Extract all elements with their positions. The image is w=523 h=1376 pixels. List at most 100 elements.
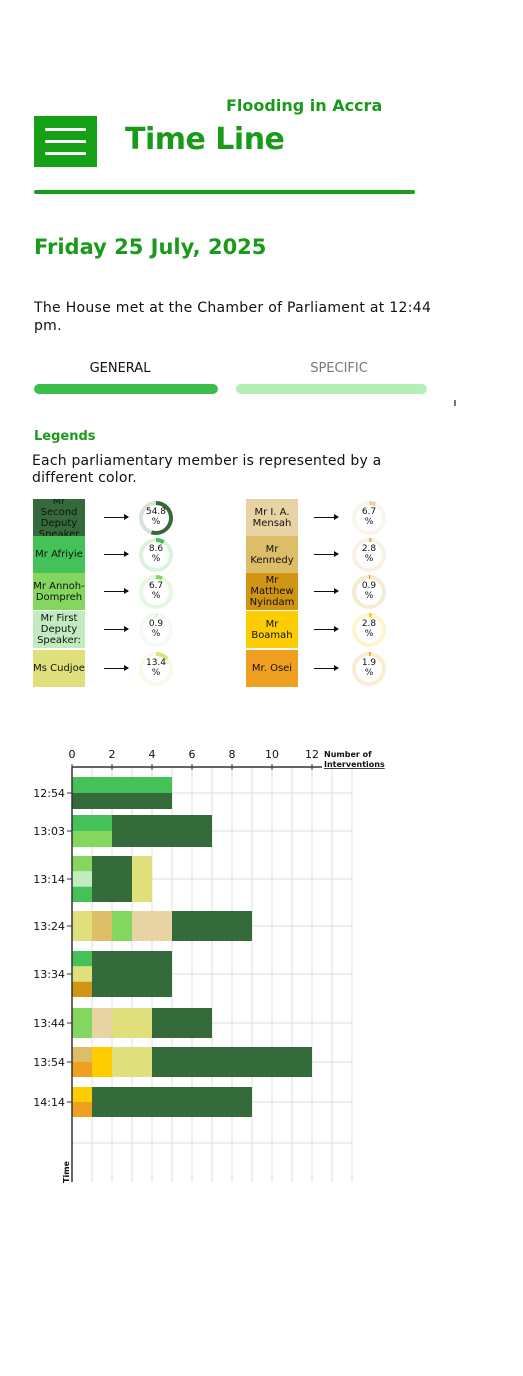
percent-unit: % xyxy=(151,629,161,639)
x-tick-label: 0 xyxy=(69,748,76,761)
share-percent-label: 0.9% xyxy=(136,619,176,639)
share-donut xyxy=(139,652,173,686)
chart-bar-segment xyxy=(72,1047,92,1062)
arrow-right-icon xyxy=(314,551,339,557)
x-tick-label: 10 xyxy=(265,748,279,761)
percent-unit: % xyxy=(364,591,374,601)
arrow-right-icon xyxy=(104,551,129,557)
share-percent-label: 6.7% xyxy=(136,581,176,601)
topic-subtitle: Flooding in Accra xyxy=(226,96,383,115)
share-donut xyxy=(352,652,386,686)
share-donut xyxy=(352,501,386,535)
share-percent-label: 2.8% xyxy=(349,619,389,639)
chart-bar-segment xyxy=(72,1008,92,1038)
session-intro-text: The House met at the Chamber of Parliame… xyxy=(34,300,432,334)
chart-bar-segment xyxy=(72,1087,92,1102)
legends-heading: Legends xyxy=(34,429,96,444)
chart-bar-segment xyxy=(92,951,172,997)
chart-bar-segment xyxy=(72,793,172,809)
x-tick-label: 4 xyxy=(149,748,156,761)
donut-share-arc xyxy=(352,652,386,686)
legend-member-swatch: Mr. Osei xyxy=(246,650,298,687)
x-tick-label: 2 xyxy=(109,748,116,761)
arrow-right-icon xyxy=(314,514,339,520)
legend-member-swatch: Mr First Deputy Speaker: xyxy=(33,611,85,648)
share-donut xyxy=(139,613,173,647)
chart-bar-segment xyxy=(112,1008,152,1038)
chart-bar-segment xyxy=(72,1062,92,1077)
donut-share-arc xyxy=(352,575,386,609)
legends-description: Each parliamentary member is represented… xyxy=(32,453,382,486)
chart-bar-segment xyxy=(152,1047,312,1077)
x-tick-label: 12 xyxy=(305,748,319,761)
share-donut xyxy=(139,501,173,535)
share-percent-label: 1.9% xyxy=(349,658,389,678)
donut-share-arc xyxy=(139,652,173,686)
chart-bar-segment xyxy=(152,1008,212,1038)
share-donut xyxy=(352,613,386,647)
chart-bar-segment xyxy=(112,815,212,847)
share-percent-label: 13.4% xyxy=(136,658,176,678)
percent-unit: % xyxy=(151,554,161,564)
tab-specific[interactable]: SPECIFIC xyxy=(310,361,368,376)
arrow-right-icon xyxy=(314,665,339,671)
legend-member-swatch: Mr Afriyie xyxy=(33,536,85,573)
y-tick-label: 13:54 xyxy=(33,1056,65,1069)
x-axis-label-line2: Interventions xyxy=(324,760,385,769)
percent-value: 2.8 xyxy=(361,619,377,629)
title-divider xyxy=(34,190,415,194)
y-tick-label: 13:14 xyxy=(33,873,65,886)
tab-specific-indicator[interactable] xyxy=(236,384,427,394)
share-donut xyxy=(352,538,386,572)
share-donut xyxy=(139,538,173,572)
chart-bar-segment xyxy=(132,856,152,902)
chart-bar-segment xyxy=(112,1047,152,1077)
donut-share-arc xyxy=(352,538,386,572)
donut-share-arc xyxy=(139,575,173,609)
percent-unit: % xyxy=(364,629,374,639)
arrow-right-icon xyxy=(314,588,339,594)
y-axis-label: Time xyxy=(62,1160,71,1183)
percent-unit: % xyxy=(151,517,161,527)
menu-button[interactable] xyxy=(34,116,97,167)
scroll-tick xyxy=(454,400,456,406)
arrow-right-icon xyxy=(104,665,129,671)
donut-share-arc xyxy=(139,613,173,647)
chart-bar-segment xyxy=(72,951,92,967)
page-title: Time Line xyxy=(125,122,285,157)
chart-bar-segment xyxy=(72,777,172,793)
legend-member-swatch: Mr Second Deputy Speaker xyxy=(33,499,85,536)
y-tick-label: 14:14 xyxy=(33,1096,65,1109)
arrow-right-icon xyxy=(104,514,129,520)
percent-value: 2.8 xyxy=(361,544,377,554)
arrow-right-icon xyxy=(104,626,129,632)
chart-bar-segment xyxy=(72,815,112,831)
percent-value: 8.6 xyxy=(148,544,164,554)
chart-bar-segment xyxy=(92,1087,252,1117)
tab-general-indicator[interactable] xyxy=(34,384,218,394)
percent-value: 54.8 xyxy=(145,507,167,517)
legend-member-swatch: Mr Boamah xyxy=(246,611,298,648)
session-date: Friday 25 July, 2025 xyxy=(34,235,267,259)
arrow-right-icon xyxy=(104,588,129,594)
tab-general[interactable]: GENERAL xyxy=(89,361,151,376)
chart-bar-segment xyxy=(72,911,92,941)
share-percent-label: 0.9% xyxy=(349,581,389,601)
share-donut xyxy=(352,575,386,609)
x-tick-label: 6 xyxy=(189,748,196,761)
chart-bar-segment xyxy=(132,911,172,941)
percent-value: 13.4 xyxy=(145,658,167,668)
chart-bar-segment xyxy=(72,856,92,872)
y-tick-label: 13:44 xyxy=(33,1017,65,1030)
chart-bar-segment xyxy=(92,1047,112,1077)
legend-member-swatch: Mr Annoh-Dompreh xyxy=(33,573,85,610)
chart-bar-segment xyxy=(72,871,92,887)
percent-unit: % xyxy=(364,554,374,564)
percent-unit: % xyxy=(364,517,374,527)
chart-bar-segment xyxy=(92,856,132,902)
chart-bar-segment xyxy=(72,1102,92,1117)
share-percent-label: 6.7% xyxy=(349,507,389,527)
legend-member-swatch: Mr Kennedy xyxy=(246,536,298,573)
y-tick-label: 12:54 xyxy=(33,787,65,800)
